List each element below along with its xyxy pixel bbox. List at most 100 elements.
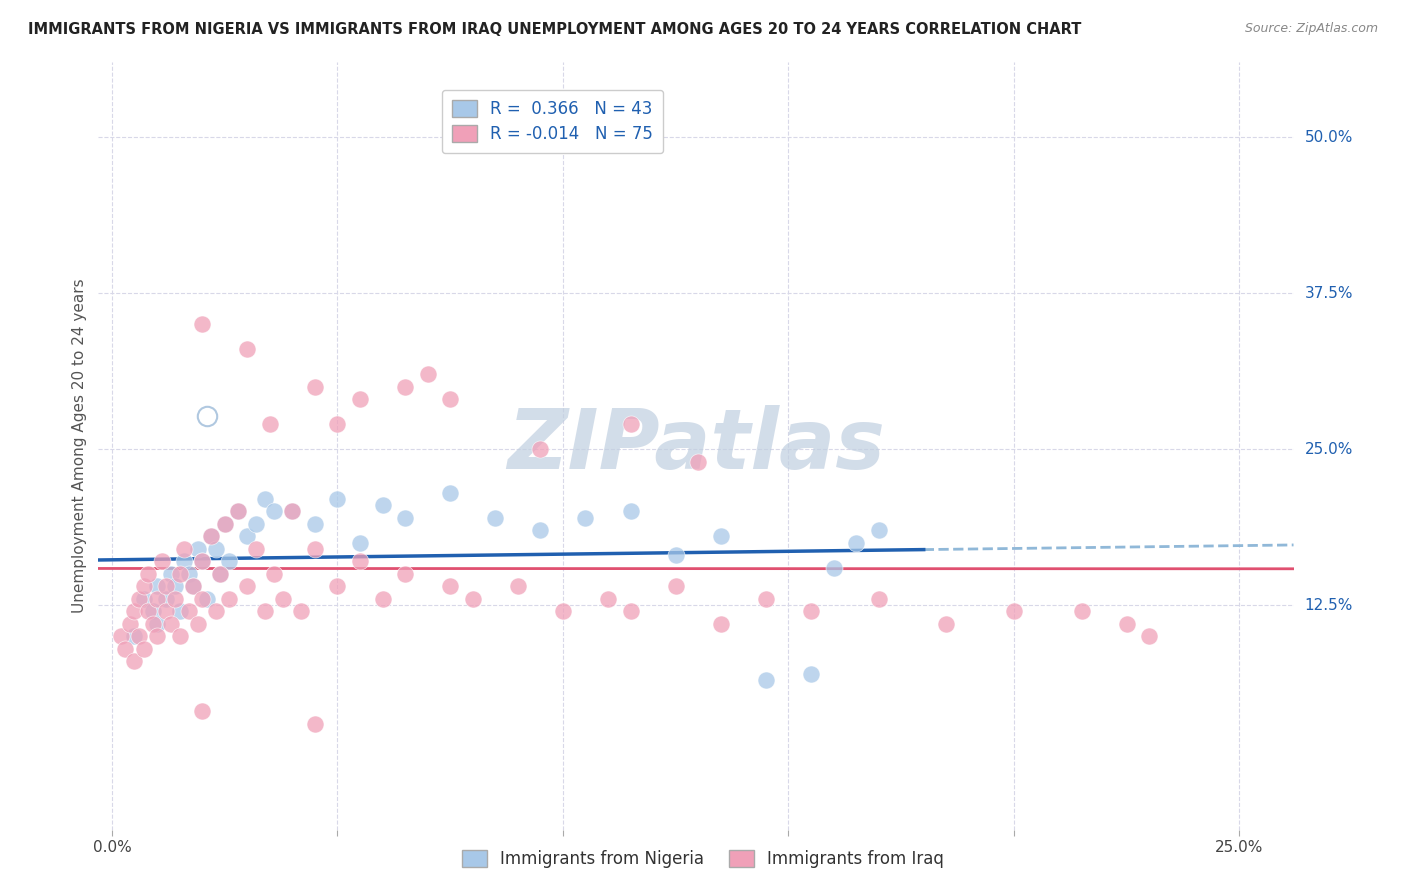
Point bbox=[187, 541, 209, 556]
Point bbox=[209, 566, 232, 581]
Point bbox=[263, 504, 285, 518]
Point bbox=[326, 579, 349, 593]
Point bbox=[868, 523, 890, 537]
Point bbox=[181, 579, 204, 593]
Y-axis label: Unemployment Among Ages 20 to 24 years: Unemployment Among Ages 20 to 24 years bbox=[72, 278, 87, 614]
Point bbox=[710, 616, 733, 631]
Point bbox=[124, 604, 146, 618]
Point bbox=[214, 516, 236, 531]
Point bbox=[191, 554, 214, 568]
Point bbox=[688, 454, 710, 468]
Point bbox=[665, 548, 688, 562]
Point bbox=[226, 504, 249, 518]
Point bbox=[169, 566, 191, 581]
Point bbox=[868, 591, 890, 606]
Text: 50.0%: 50.0% bbox=[1305, 129, 1353, 145]
Point bbox=[1137, 629, 1160, 643]
Point bbox=[204, 604, 226, 618]
Point bbox=[1070, 604, 1092, 618]
Point bbox=[800, 604, 823, 618]
Point bbox=[710, 529, 733, 543]
Point bbox=[800, 666, 823, 681]
Text: IMMIGRANTS FROM NIGERIA VS IMMIGRANTS FROM IRAQ UNEMPLOYMENT AMONG AGES 20 TO 24: IMMIGRANTS FROM NIGERIA VS IMMIGRANTS FR… bbox=[28, 22, 1081, 37]
Point bbox=[281, 504, 304, 518]
Point bbox=[506, 579, 529, 593]
Text: 37.5%: 37.5% bbox=[1305, 285, 1353, 301]
Point bbox=[141, 604, 163, 618]
Point bbox=[124, 629, 146, 643]
Point bbox=[141, 616, 163, 631]
Point bbox=[245, 541, 267, 556]
Text: 25.0%: 25.0% bbox=[1305, 442, 1353, 457]
Point bbox=[273, 591, 295, 606]
Point bbox=[349, 554, 371, 568]
Point bbox=[935, 616, 957, 631]
Point bbox=[165, 579, 187, 593]
Point bbox=[665, 579, 688, 593]
Point bbox=[200, 529, 222, 543]
Point bbox=[304, 716, 326, 731]
Point bbox=[394, 566, 416, 581]
Point bbox=[304, 516, 326, 531]
Point bbox=[1002, 604, 1025, 618]
Point bbox=[146, 579, 169, 593]
Point bbox=[128, 629, 150, 643]
Point bbox=[236, 579, 259, 593]
Point bbox=[159, 566, 181, 581]
Point bbox=[209, 566, 232, 581]
Point bbox=[439, 485, 461, 500]
Point bbox=[845, 535, 868, 549]
Point bbox=[169, 604, 191, 618]
Point bbox=[439, 392, 461, 407]
Point bbox=[439, 579, 461, 593]
Point bbox=[254, 491, 277, 506]
Point bbox=[304, 380, 326, 394]
Point bbox=[214, 516, 236, 531]
Point bbox=[191, 704, 214, 718]
Point bbox=[290, 604, 312, 618]
Point bbox=[259, 417, 281, 432]
Point bbox=[132, 591, 155, 606]
Point bbox=[551, 604, 574, 618]
Point bbox=[226, 504, 249, 518]
Point bbox=[187, 616, 209, 631]
Point bbox=[596, 591, 619, 606]
Point bbox=[136, 604, 159, 618]
Point bbox=[191, 318, 214, 332]
Point bbox=[177, 604, 200, 618]
Point bbox=[394, 380, 416, 394]
Point bbox=[218, 554, 240, 568]
Point bbox=[150, 554, 173, 568]
Point bbox=[755, 591, 778, 606]
Point bbox=[169, 629, 191, 643]
Point bbox=[177, 566, 200, 581]
Point bbox=[236, 529, 259, 543]
Point bbox=[159, 616, 181, 631]
Point bbox=[173, 541, 195, 556]
Point bbox=[146, 629, 169, 643]
Point bbox=[146, 591, 169, 606]
Point bbox=[236, 343, 259, 357]
Point bbox=[195, 591, 218, 606]
Point bbox=[136, 566, 159, 581]
Point bbox=[146, 616, 169, 631]
Legend: R =  0.366   N = 43, R = -0.014   N = 75: R = 0.366 N = 43, R = -0.014 N = 75 bbox=[441, 90, 664, 153]
Point bbox=[529, 442, 551, 456]
Point bbox=[132, 579, 155, 593]
Point bbox=[181, 579, 204, 593]
Point bbox=[461, 591, 484, 606]
Point bbox=[191, 591, 214, 606]
Legend: Immigrants from Nigeria, Immigrants from Iraq: Immigrants from Nigeria, Immigrants from… bbox=[456, 843, 950, 875]
Point bbox=[218, 591, 240, 606]
Point bbox=[245, 516, 267, 531]
Point bbox=[755, 673, 778, 687]
Text: ZIPatlas: ZIPatlas bbox=[508, 406, 884, 486]
Point bbox=[281, 504, 304, 518]
Point bbox=[173, 554, 195, 568]
Point bbox=[619, 604, 641, 618]
Point bbox=[304, 541, 326, 556]
Point bbox=[155, 604, 177, 618]
Point bbox=[371, 591, 394, 606]
Point bbox=[200, 529, 222, 543]
Point bbox=[114, 641, 136, 656]
